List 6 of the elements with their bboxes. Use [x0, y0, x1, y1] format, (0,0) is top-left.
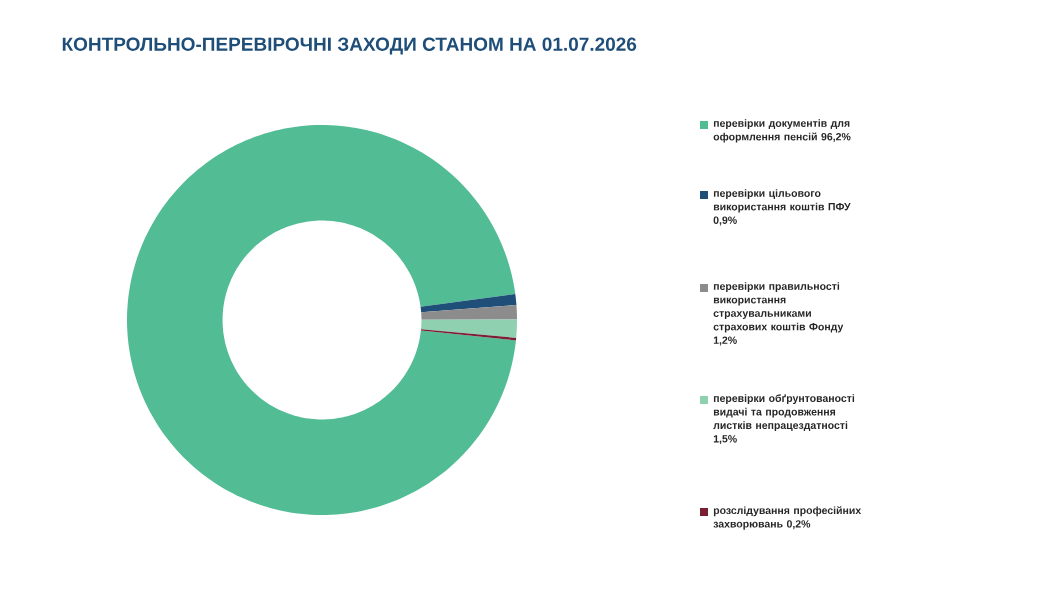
chart-title: КОНТРОЛЬНО-ПЕРЕВІРОЧНІ ЗАХОДИ СТАНОМ НА 01.07.2026: [62, 37, 637, 55]
legend-label: розслідування професійних захворювань 0,2%: [713, 506, 862, 530]
legend-label: перевірки документів для оформлення пенсій 96,2%: [713, 119, 851, 143]
legend-label: перевірки цільового використання коштів ПФУ 0,9%: [713, 189, 851, 226]
legend-label: перевірки обґрунтованості видачі та продовження листків непрацездатності 1,5%: [713, 394, 855, 445]
legend-label: перевірки правильності використання страхувальниками страхових коштів Фонду 1,2%: [713, 282, 844, 346]
